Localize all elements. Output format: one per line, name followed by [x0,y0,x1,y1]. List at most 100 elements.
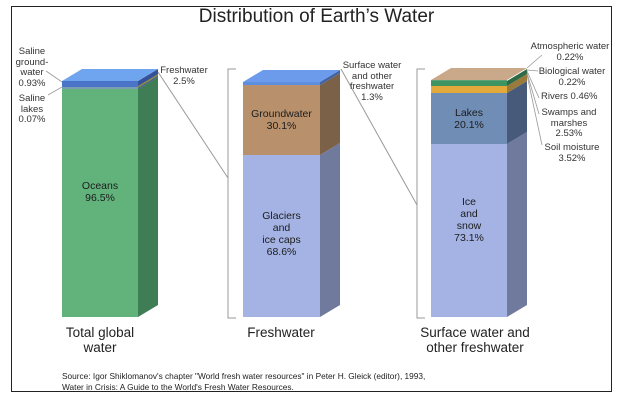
label-line: 73.1% [454,232,484,244]
label-surface-water: Surface water and other freshwater 1.3% [340,60,404,103]
label-line: and [272,222,291,234]
label-line: Groundwater [251,108,312,120]
side-swamps [507,69,527,86]
bar-freshwater [243,70,340,317]
label-line: Saline [18,93,46,104]
segment-surface-water [243,82,320,85]
leader-saline-groundwater [45,70,63,83]
label-line: 2.5% [173,75,195,87]
label-line: Lakes [454,107,484,119]
side-surface [320,70,340,85]
segment-lakes [431,93,507,144]
connector-surface [340,68,418,206]
segment-rivers [431,80,507,81]
segment-swamps [431,81,507,86]
leader-soil [526,74,543,146]
side-freshwater-sliver [138,74,158,88]
label-line: water [83,340,117,355]
top-surface-water [243,70,340,82]
label-line: 1.3% [361,91,383,103]
side-oceans [138,77,158,317]
category-surface-water: Surface water and other freshwater [400,325,550,355]
label-line: Oceans [81,180,119,192]
label-glaciers: Glaciers and ice caps 68.6% [243,210,320,258]
label-line: 20.1% [454,119,484,131]
label-line: Saline [18,46,46,57]
segment-saline-lakes [62,87,138,89]
side-ice [507,132,527,317]
category-total-global-water: Total global water [40,325,160,355]
segment-glaciers [243,155,320,317]
segment-ice-snow [431,144,507,317]
label-line: 96.5% [85,192,115,204]
label-line: ice caps [262,234,301,246]
label-line: Ice [461,196,476,208]
label-saline-groundwater: Saline ground- water 0.93% [12,46,52,89]
label-soil-moisture: Soil moisture 3.52% [538,142,606,164]
label-line: snow [456,220,482,232]
bar-total-global-water [62,69,158,317]
segment-groundwater [243,85,320,155]
label-line: Soil moisture [544,142,600,153]
label-lakes: Lakes 20.1% [431,107,507,131]
label-line: water [20,67,44,78]
segment-oceans [62,89,138,317]
top-atmospheric [431,68,527,80]
label-line: lakes [20,103,44,115]
category-freshwater: Freshwater [221,325,341,340]
label-line: 68.6% [266,246,297,258]
label-line: other freshwater [426,340,524,355]
label-line: 0.22% [558,76,586,88]
label-groundwater: Groundwater 30.1% [243,108,320,132]
label-line: 3.52% [558,152,586,164]
label-line: Glaciers [262,210,301,222]
leader-biological [526,69,539,72]
label-line: 30.1% [266,120,297,132]
side-soil [507,74,527,93]
segment-soil-moisture [431,86,507,93]
label-saline-lakes: Saline lakes 0.07% [12,93,52,126]
top-freshwater [62,69,158,81]
label-line: 0.07% [18,114,46,125]
label-line: Atmospheric water [530,41,610,52]
label-line: Total global [65,325,135,340]
label-rivers: Rivers 0.46% [541,91,605,103]
bracket-surface [416,68,425,319]
label-line: Freshwater [247,325,315,340]
leader-swamps [526,72,540,115]
source-line: Water in Crisis: A Guide to the World's … [62,382,294,392]
label-freshwater: Freshwater 2.5% [158,65,210,87]
chart-title: Distribution of Earth’s Water [198,6,435,27]
label-line: 0.22% [556,51,584,63]
label-line: Swamps and [541,107,597,118]
label-oceans: Oceans 96.5% [62,180,138,204]
label-line: 2.53% [555,128,583,139]
label-line: ground- [15,56,49,68]
label-line: Surface water [342,60,402,71]
leader-saline-lakes [47,86,63,96]
leader-atmospheric [526,54,543,69]
label-line: 0.93% [18,77,46,89]
label-line: Freshwater [160,65,208,76]
label-line: and [460,208,478,220]
leader-rivers [526,70,540,99]
source-note: Source: Igor Shiklomanov's chapter "Worl… [62,371,425,393]
label-line: Surface water and [420,325,530,340]
connector-freshwater [157,71,229,179]
side-glaciers [320,143,340,317]
side-lakes [507,81,527,144]
label-atmospheric-water: Atmospheric water 0.22% [526,41,614,63]
segment-saline-groundwater [62,81,138,87]
label-line: freshwater [349,81,395,92]
bracket-freshwater [227,68,236,319]
source-line: Source: Igor Shiklomanov's chapter "Worl… [62,371,426,381]
label-line: marshes [550,117,588,129]
label-biological-water: Biological water 0.22% [534,66,610,88]
label-ice-snow: Ice and snow 73.1% [431,196,507,244]
label-line: Biological water [538,66,606,77]
chart-frame [11,6,612,392]
side-groundwater [320,73,340,155]
label-line: and other [351,70,393,82]
bar-surface-water [431,68,527,317]
